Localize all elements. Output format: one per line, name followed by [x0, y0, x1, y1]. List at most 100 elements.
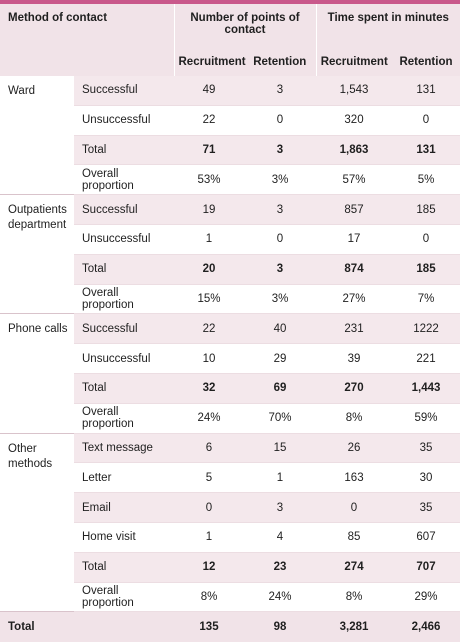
row-label: Unsuccessful [74, 224, 174, 255]
table-row: Letter 5 1 163 30 [0, 462, 460, 494]
cell-value: 59% [392, 403, 460, 434]
row-label: Letter [74, 462, 174, 494]
header-points: Number of points of contact [174, 4, 317, 48]
cell-value: 24% [174, 403, 244, 434]
cell-value: 4 [244, 522, 316, 553]
table-row: Total 20 3 874 185 [0, 254, 460, 285]
cell-value: 8% [174, 582, 244, 613]
row-label: Text message [74, 433, 174, 464]
cell-value: 71 [174, 135, 244, 166]
cell-value: 5 [174, 462, 244, 494]
cell-value: 30 [392, 462, 460, 494]
cell-value: 231 [316, 313, 392, 345]
header-time: Time spent in minutes [316, 4, 460, 48]
grand-total-value: 2,466 [392, 611, 460, 642]
cell-value: 131 [392, 135, 460, 166]
cell-value: 26 [316, 433, 392, 464]
cell-value: 19 [174, 194, 244, 225]
cell-value: 221 [392, 343, 460, 374]
cell-value: 35 [392, 492, 460, 523]
header-points-retention: Retention [244, 48, 317, 76]
cell-value: 12 [174, 552, 244, 583]
cell-value: 1,443 [392, 373, 460, 404]
cell-value: 1 [244, 462, 316, 494]
table-row: Unsuccessful 22 0 320 0 [0, 105, 460, 136]
table-row: Ward Successful 49 3 1,543 131 [0, 76, 460, 196]
cell-value: 8% [316, 403, 392, 434]
cell-value: 85 [316, 522, 392, 553]
table-row: Overall proportion 8% 24% 8% 29% [0, 582, 460, 613]
cell-value: 0 [316, 492, 392, 523]
row-label: Email [74, 492, 174, 523]
row-label: Total [74, 373, 174, 404]
table-row: Total 71 3 1,863 131 [0, 135, 460, 166]
cell-value: 857 [316, 194, 392, 225]
cell-value: 23 [244, 552, 316, 583]
cell-value: 24% [244, 582, 316, 613]
cell-value: 707 [392, 552, 460, 583]
contact-table: Method of contact Number of points of co… [0, 4, 460, 642]
top-accent-bar [0, 0, 460, 4]
cell-value: 0 [244, 224, 316, 255]
cell-value: 49 [174, 76, 244, 106]
cell-value: 32 [174, 373, 244, 404]
cell-value: 57% [316, 164, 392, 196]
cell-value: 3% [244, 164, 316, 196]
cell-value: 5% [392, 164, 460, 196]
cell-value: 0 [392, 224, 460, 255]
grand-total-value: 3,281 [316, 611, 392, 642]
cell-value: 163 [316, 462, 392, 494]
header-method: Method of contact [0, 4, 175, 76]
row-label: Unsuccessful [74, 105, 174, 136]
cell-value: 1,543 [316, 76, 392, 106]
cell-value: 3% [244, 284, 316, 315]
cell-value: 40 [244, 313, 316, 345]
table-body: Ward Successful 49 3 1,543 131 Unsuccessful 22 0… [0, 76, 460, 642]
grand-total-value: 98 [244, 611, 316, 642]
cell-value: 185 [392, 254, 460, 285]
cell-value: 3 [244, 76, 316, 106]
cell-value: 874 [316, 254, 392, 285]
table-row: Overall proportion 15% 3% 27% 7% [0, 284, 460, 315]
grand-total-value: 135 [174, 611, 244, 642]
row-label: Overall proportion [74, 403, 174, 434]
cell-value: 7% [392, 284, 460, 315]
cell-value: 6 [174, 433, 244, 464]
cell-value: 185 [392, 194, 460, 225]
cell-value: 53% [174, 164, 244, 196]
group-label: Other methods [0, 433, 74, 613]
row-label: Successful [74, 313, 174, 345]
table-row: Overall proportion 24% 70% 8% 59% [0, 403, 460, 434]
cell-value: 35 [392, 433, 460, 464]
table-row: Phone calls Successful 22 40 231 1222 [0, 313, 460, 434]
cell-value: 8% [316, 582, 392, 613]
cell-value: 274 [316, 552, 392, 583]
table-row: Outpatients department Successful 19 3 857 18… [0, 194, 460, 315]
cell-value: 1222 [392, 313, 460, 345]
header-row-2: Recruitment Retention Recruitment Retent… [0, 48, 460, 76]
cell-value: 3 [244, 194, 316, 225]
table-row: Total 12 23 274 707 [0, 552, 460, 583]
row-label: Total [74, 135, 174, 166]
cell-value: 131 [392, 76, 460, 106]
table-row: Unsuccessful 10 29 39 221 [0, 343, 460, 374]
cell-value: 20 [174, 254, 244, 285]
cell-value: 22 [174, 105, 244, 136]
cell-value: 607 [392, 522, 460, 553]
table-row: Email 0 3 0 35 [0, 492, 460, 523]
row-label: Unsuccessful [74, 343, 174, 374]
cell-value: 3 [244, 254, 316, 285]
cell-value: 1 [174, 522, 244, 553]
cell-value: 1 [174, 224, 244, 255]
cell-value: 27% [316, 284, 392, 315]
cell-value: 10 [174, 343, 244, 374]
row-label: Successful [74, 194, 174, 225]
row-label: Total [74, 552, 174, 583]
row-label: Home visit [74, 522, 174, 553]
cell-value: 320 [316, 105, 392, 136]
group-label: Outpatients department [0, 194, 74, 315]
cell-value: 22 [174, 313, 244, 345]
group-label: Phone calls [0, 313, 74, 434]
cell-value: 29 [244, 343, 316, 374]
header-time-retention: Retention [392, 48, 460, 76]
